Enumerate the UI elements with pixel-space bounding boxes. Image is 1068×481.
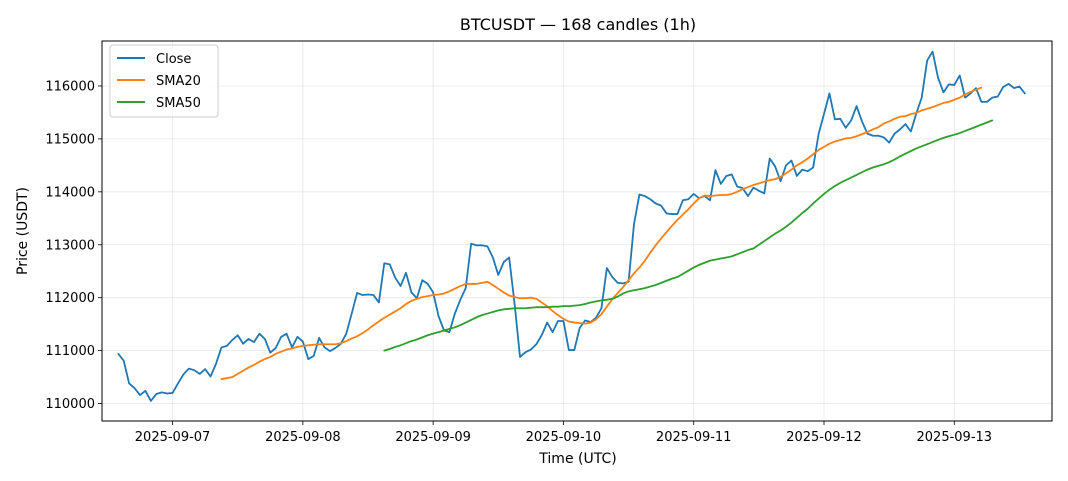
series-line-close <box>117 50 1026 402</box>
y-tick-label: 112000 <box>45 291 95 306</box>
grid-lines <box>102 41 1052 421</box>
y-tick-label: 115000 <box>45 132 95 147</box>
y-tick-label: 110000 <box>45 397 95 412</box>
x-axis-label: Time (UTC) <box>538 451 616 467</box>
x-tick-label: 2025-09-09 <box>395 430 471 445</box>
y-tick-label: 114000 <box>45 185 95 200</box>
plot-frame <box>101 40 1053 422</box>
y-axis-label: Price (USDT) <box>15 187 31 275</box>
legend-box <box>109 44 219 118</box>
x-tick-label: 2025-09-07 <box>135 430 211 445</box>
x-tick-label: 2025-09-08 <box>265 430 341 445</box>
y-axis-ticks: 110000 111000 112000 113000 114000 115000 1160… <box>45 79 102 412</box>
legend-label-sma20: SMA20 <box>156 74 201 89</box>
legend-label-close: Close <box>156 52 191 67</box>
y-tick-label: 111000 <box>45 344 95 359</box>
y-tick-label: 113000 <box>45 238 95 253</box>
x-tick-label: 2025-09-13 <box>917 430 993 445</box>
legend-label-sma50: SMA50 <box>156 96 201 111</box>
series-line-sma50 <box>383 119 994 352</box>
series-lines <box>117 50 1026 402</box>
legend: Close SMA20 SMA50 <box>109 44 219 118</box>
x-tick-label: 2025-09-12 <box>786 430 862 445</box>
x-tick-label: 2025-09-11 <box>656 430 732 445</box>
y-tick-label: 116000 <box>45 79 95 94</box>
x-tick-label: 2025-09-10 <box>526 430 602 445</box>
series-line-sma20 <box>220 86 983 381</box>
chart-title: BTCUSDT — 168 candles (1h) <box>460 15 696 34</box>
x-axis-ticks: 2025-09-07 2025-09-08 2025-09-09 2025-09-10… <box>135 421 992 445</box>
